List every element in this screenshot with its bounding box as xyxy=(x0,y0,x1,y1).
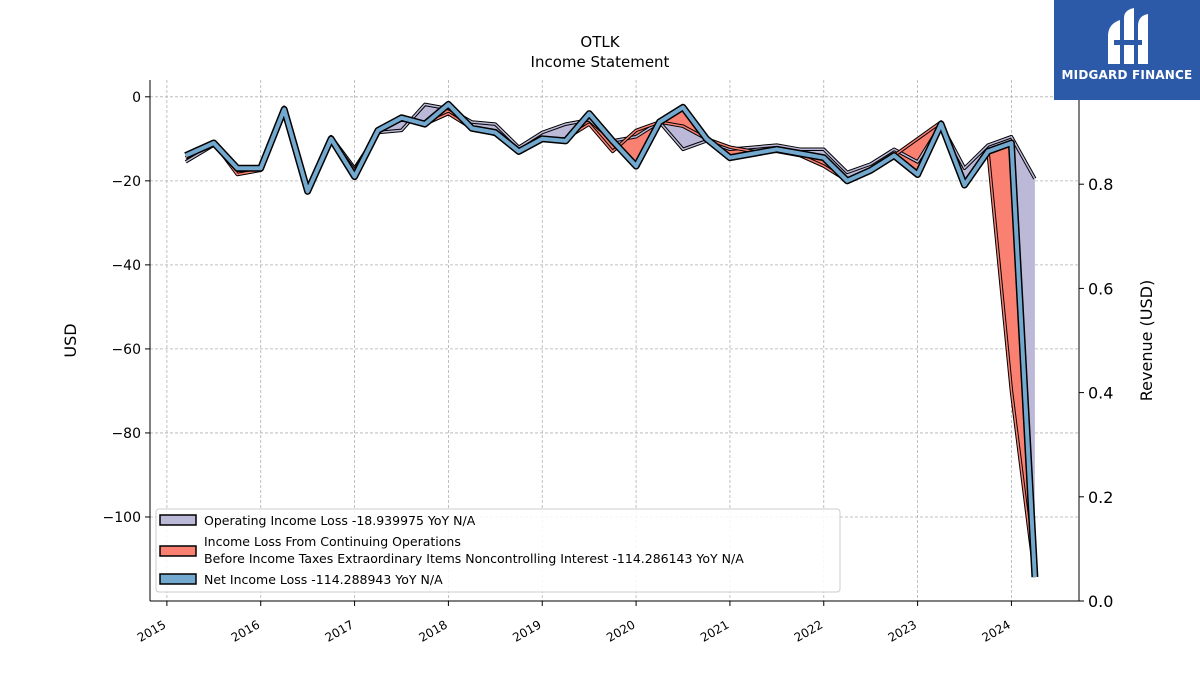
series-line-net-income-loss xyxy=(184,100,1039,578)
chart-subtitle: Income Statement xyxy=(531,53,670,71)
y2-tick-label: 0.0 xyxy=(1088,592,1113,611)
x-tick-label: 2021 xyxy=(698,617,731,644)
y-tick-label: 0 xyxy=(132,90,141,106)
chart-title: OTLK xyxy=(580,33,620,51)
legend-swatch-operating-income-loss xyxy=(159,514,197,526)
legend-label-operating-income-loss: Operating Income Loss -18.939975 YoY N/A xyxy=(204,513,476,528)
y-axis-label: USD xyxy=(61,323,80,357)
y2-tick-label: 0.4 xyxy=(1088,384,1113,403)
legend-label-net-income-loss: Net Income Loss -114.288943 YoY N/A xyxy=(204,572,443,587)
midgard-finance-logo: MIDGARD FINANCE xyxy=(1054,0,1200,100)
x-tick-label: 2018 xyxy=(416,617,449,644)
midgard-logo-icon xyxy=(1108,8,1148,64)
y2-tick-label: 0.8 xyxy=(1088,175,1113,194)
legend: Operating Income Loss -18.939975 YoY N/A… xyxy=(155,508,841,593)
x-tick-label: 2016 xyxy=(229,617,262,644)
series-line-net-income-loss-stroke xyxy=(184,102,1037,578)
legend-label-income-loss-line2: Before Income Taxes Extraordinary Items … xyxy=(204,551,744,566)
y2-tick-label: 0.2 xyxy=(1088,488,1113,507)
x-tick-label: 2015 xyxy=(135,617,168,644)
y-tick-label: −40 xyxy=(111,258,141,274)
y-tick-label: −80 xyxy=(111,426,141,442)
x-tick-label: 2019 xyxy=(510,617,543,644)
x-tick-label: 2017 xyxy=(323,617,356,644)
y-tick-label: −20 xyxy=(111,174,141,190)
legend-label-income-loss-line1: Income Loss From Continuing Operations xyxy=(204,534,461,549)
x-tick-label: 2020 xyxy=(604,617,637,644)
logo-text: MIDGARD FINANCE xyxy=(1061,68,1193,82)
y-tick-label: −100 xyxy=(103,510,141,526)
legend-swatch-income-loss-continuing-operations xyxy=(159,545,197,557)
x-tick-label: 2024 xyxy=(979,617,1012,644)
y-tick-label: −60 xyxy=(111,342,141,358)
y2-axis-label: Revenue (USD) xyxy=(1137,280,1156,401)
x-tick-label: 2023 xyxy=(886,617,919,644)
legend-box xyxy=(155,508,841,593)
y2-tick-label: 0.6 xyxy=(1088,279,1113,298)
legend-swatch-net-income-loss xyxy=(159,573,197,585)
x-tick-label: 2022 xyxy=(792,617,825,644)
